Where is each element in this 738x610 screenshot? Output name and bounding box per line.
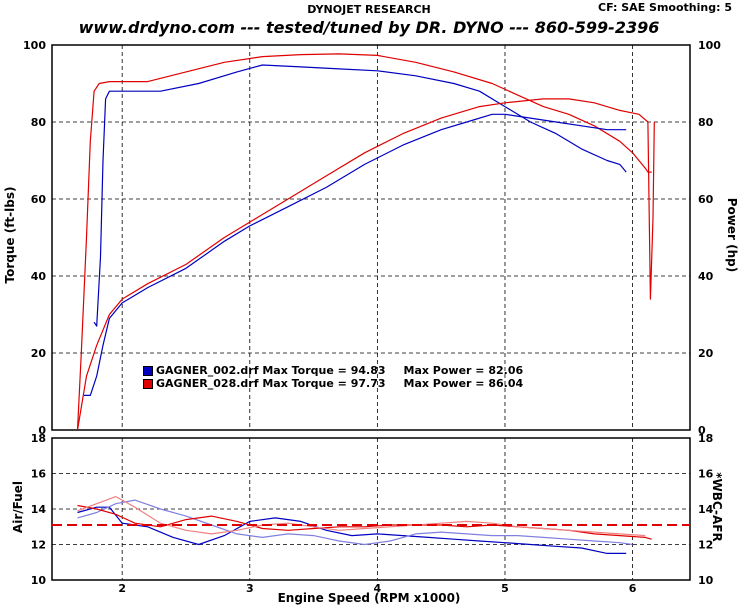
y2-tick-label: 16 <box>698 468 714 481</box>
y-tick-label: 10 <box>31 574 47 587</box>
y-tick-label: 20 <box>31 347 47 360</box>
x-axis-label: Engine Speed (RPM x1000) <box>277 591 461 605</box>
legend-swatch-blue <box>143 366 153 376</box>
legend-run1-power: Max Power = 82.06 <box>403 364 524 377</box>
y-tick-label: 60 <box>31 193 47 206</box>
chart-subtitle: www.drdyno.com --- tested/tuned by DR. D… <box>78 18 660 37</box>
y2-tick-label: 18 <box>698 432 713 445</box>
y-tick-label: 40 <box>31 270 47 283</box>
series-line-1-1 <box>77 499 633 546</box>
y2-tick-label: 100 <box>698 39 721 52</box>
y2-tick-label: 20 <box>698 347 714 360</box>
y2-tick-label: 60 <box>698 193 714 206</box>
afr-axis-label: Air/Fuel <box>11 480 25 534</box>
legend-entry-run2: GAGNER_028.drf Max Torque = 97.73 Max Pow… <box>143 377 523 390</box>
series-line-0-0 <box>93 64 627 327</box>
x-tick-label: 5 <box>501 582 509 595</box>
series-line-0-1 <box>76 53 652 431</box>
y-tick-label: 18 <box>31 432 46 445</box>
legend-run1-torque: Max Torque = 94.83 <box>262 364 386 377</box>
x-tick-label: 2 <box>118 582 126 595</box>
series-line-1-3 <box>77 496 646 537</box>
x-tick-label: 4 <box>374 582 382 595</box>
legend-swatch-red <box>143 379 153 389</box>
legend-run2-name: GAGNER_028.drf <box>156 377 259 390</box>
y2-tick-label: 14 <box>698 503 714 516</box>
y2-tick-label: 80 <box>698 116 714 129</box>
power-axis-label: Power (hp) <box>725 197 738 273</box>
chart-settings-label: CF: SAE Smoothing: 5 <box>598 1 732 14</box>
y2-tick-label: 40 <box>698 270 714 283</box>
torque-axis-label: Torque (ft-lbs) <box>3 186 17 284</box>
y-tick-label: 16 <box>31 468 47 481</box>
series-line-1-0 <box>77 506 627 555</box>
legend-run2-torque: Max Torque = 97.73 <box>262 377 386 390</box>
y-tick-label: 14 <box>31 503 47 516</box>
legend-run2-power: Max Power = 86.04 <box>403 377 524 390</box>
y-tick-label: 12 <box>31 539 46 552</box>
y2-tick-label: 12 <box>698 539 713 552</box>
x-tick-label: 3 <box>246 582 254 595</box>
legend-entry-run1: GAGNER_002.drf Max Torque = 94.83 Max Pow… <box>143 364 523 377</box>
y2-tick-label: 10 <box>698 574 714 587</box>
y-tick-label: 100 <box>23 39 46 52</box>
plot-frame <box>51 44 691 431</box>
series-line-0-2 <box>83 113 627 396</box>
y-tick-label: 80 <box>31 116 47 129</box>
y2-tick-label: 0 <box>698 424 706 437</box>
x-tick-label: 6 <box>629 582 637 595</box>
torque-power-plot: 0 0 20 20 40 40 60 60 80 80 100 100 <box>23 39 721 437</box>
wbc-afr-axis-label: *WBC-AFR <box>710 472 724 542</box>
legend-run1-name: GAGNER_002.drf <box>156 364 259 377</box>
chart-header-title: DYNOJET RESEARCH <box>307 3 431 16</box>
afr-plot: 10 10 12 12 14 14 16 16 18 18 2 3 4 5 6 <box>31 432 714 595</box>
y-tick-label: 0 <box>38 424 46 437</box>
series-line-0-3 <box>76 98 655 431</box>
